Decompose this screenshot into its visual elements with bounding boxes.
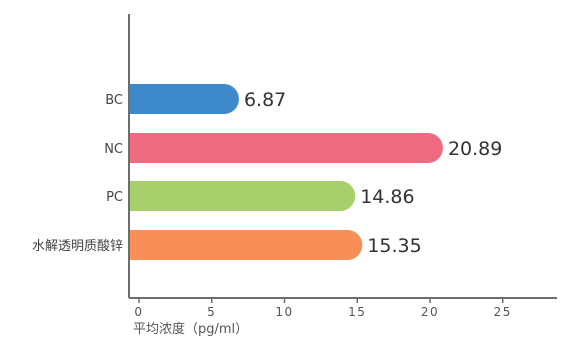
y-tick-label-nc: NC: [104, 142, 123, 157]
y-tick-label-pc: PC: [106, 190, 123, 205]
value-label-nc: 20.89: [448, 138, 502, 160]
bar-pc: [129, 181, 356, 211]
bars: [129, 84, 443, 260]
axes: [128, 14, 557, 299]
y-tick-label-category-4: 水解透明质酸锌: [32, 239, 123, 254]
x-tick-label-20: 20: [421, 305, 439, 319]
value-label-category-4: 15.35: [367, 235, 421, 257]
y-tick-label-bc: BC: [105, 93, 123, 108]
value-labels: 6.87 20.89 14.86 15.35: [244, 89, 502, 257]
x-tick-label-0: 0: [134, 305, 143, 319]
x-tick-label-15: 15: [348, 305, 366, 319]
x-tick-label-5: 5: [207, 305, 216, 319]
x-tick-label-10: 10: [275, 305, 293, 319]
bar-nc: [129, 133, 443, 163]
y-tick-labels: BC NC PC 水解透明质酸锌: [32, 93, 123, 254]
bar-bc: [129, 84, 239, 115]
x-axis-title: 平均浓度（pg/ml）: [133, 321, 248, 337]
bar-category-4: [129, 230, 363, 260]
value-label-pc: 14.86: [360, 186, 414, 208]
x-ticks: 0 5 10 15 20 25: [134, 298, 512, 319]
x-tick-label-25: 25: [494, 305, 512, 319]
value-label-bc: 6.87: [244, 89, 286, 111]
